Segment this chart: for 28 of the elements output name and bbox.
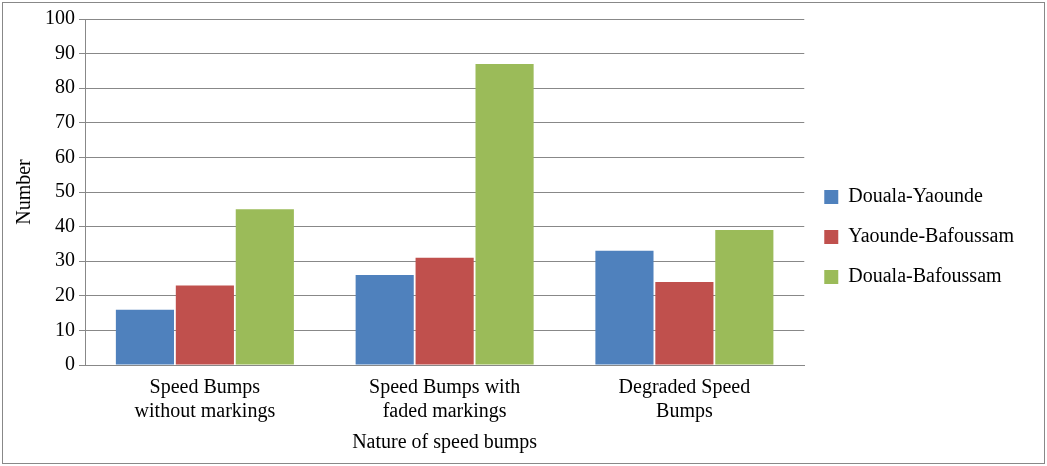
bar — [115, 309, 175, 365]
legend-label: Yaounde-Bafoussam — [848, 224, 1015, 247]
bar — [475, 63, 534, 365]
legend-label: Douala-Yaounde — [848, 184, 983, 207]
bar — [595, 250, 654, 365]
y-tick-label: 30 — [55, 248, 75, 271]
y-tick-label: 0 — [65, 352, 75, 375]
bar — [355, 275, 414, 365]
y-tick-label: 50 — [55, 179, 75, 202]
x-tick-label: Speed Bumps with faded markings — [369, 375, 521, 423]
y-axis-title: Number — [12, 158, 35, 225]
y-tick-label: 70 — [55, 110, 75, 133]
bar — [415, 257, 474, 365]
y-tick-label: 20 — [55, 283, 75, 306]
bar — [715, 230, 774, 365]
y-tick-label: 40 — [55, 213, 75, 236]
x-axis-title: Nature of speed bumps — [352, 430, 538, 454]
y-tick-label: 100 — [45, 6, 75, 29]
legend-label: Douala-Bafoussam — [848, 264, 1002, 287]
y-tick-label: 90 — [55, 40, 75, 63]
bar — [235, 209, 294, 365]
x-tick-label: Degraded Speed Bumps — [618, 375, 751, 423]
bar — [175, 285, 234, 365]
bar — [655, 281, 714, 365]
y-tick-label: 60 — [55, 144, 75, 167]
y-tick-label: 10 — [55, 317, 75, 340]
x-tick-label: Speed Bumps without markings — [134, 375, 276, 423]
y-tick-label: 80 — [55, 75, 75, 98]
